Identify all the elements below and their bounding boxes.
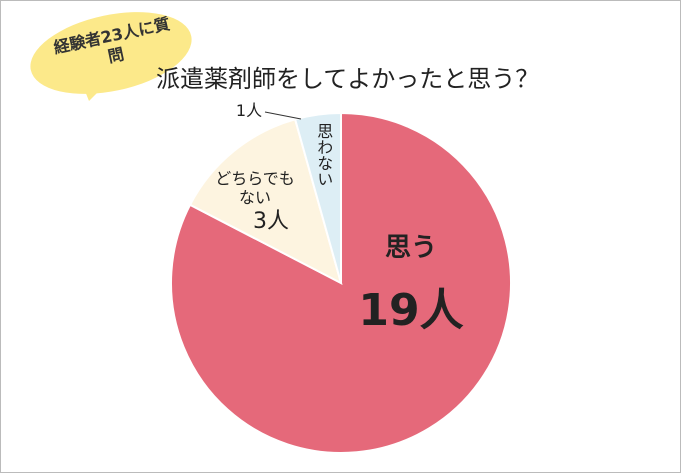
value-label: 1人 [235, 101, 263, 120]
badge-bubble [30, 12, 192, 94]
pie-slice [188, 118, 343, 285]
value-label: 19人 [358, 285, 464, 336]
leader-line [264, 111, 302, 120]
pie-slice [293, 111, 342, 284]
category-label: 思わない [314, 123, 334, 187]
category-label: 思う [384, 233, 437, 263]
badge-tail [81, 81, 101, 101]
category-label: どちらでもない [215, 169, 295, 208]
value-label: 3人 [253, 209, 289, 234]
chart-title: 派遣薬剤師をしてよかったと思う？ [156, 65, 540, 93]
